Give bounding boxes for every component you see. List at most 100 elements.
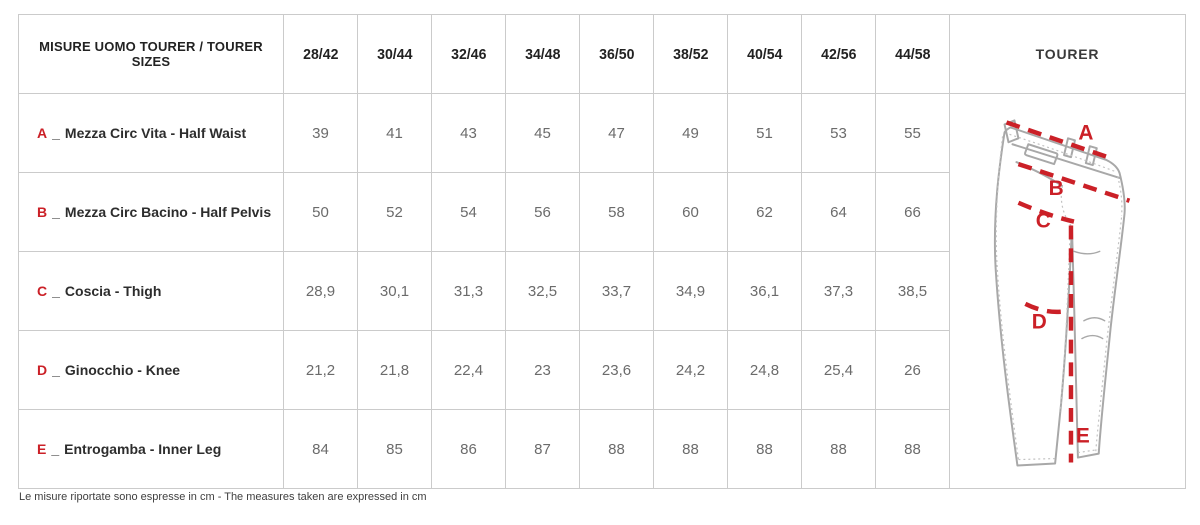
value-cell: 30,1	[358, 252, 432, 331]
size-column-header-42-56: 42/56	[802, 15, 876, 94]
value-cell: 51	[728, 94, 802, 173]
value-cell: 43	[432, 94, 506, 173]
tourer-panel-title: TOURER	[950, 15, 1186, 94]
marker-letter-a: A	[1078, 121, 1093, 144]
measure-name: Mezza Circ Vita - Half Waist	[64, 125, 247, 141]
value-cell: 60	[654, 173, 728, 252]
value-cell: 39	[284, 94, 358, 173]
value-cell: 21,2	[284, 331, 358, 410]
value-cell: 28,9	[284, 252, 358, 331]
value-cell: 86	[432, 410, 506, 489]
stitching-dotted	[995, 133, 1122, 461]
row-label-half-waist: A _ Mezza Circ Vita - Half Waist	[19, 94, 284, 173]
value-cell: 49	[654, 94, 728, 173]
value-cell: 37,3	[802, 252, 876, 331]
pants-illustration: A B C D E	[993, 119, 1130, 467]
size-column-header-34-48: 34/48	[506, 15, 580, 94]
label-separator: _	[52, 125, 60, 141]
value-cell: 88	[654, 410, 728, 489]
value-cell: 24,8	[728, 331, 802, 410]
value-cell: 25,4	[802, 331, 876, 410]
size-column-header-38-52: 38/52	[654, 15, 728, 94]
row-label-half-pelvis: B _ Mezza Circ Bacino - Half Pelvis	[19, 173, 284, 252]
measure-letter: A	[37, 125, 48, 141]
value-cell: 66	[876, 173, 950, 252]
row-label-inner-leg: E _ Entrogamba - Inner Leg	[19, 410, 284, 489]
value-cell: 38,5	[876, 252, 950, 331]
size-header-label: 30/44	[376, 45, 413, 63]
size-chart-table: MISURE UOMO TOURER / TOURER SIZES 28/42 …	[18, 14, 1186, 489]
size-column-header-30-44: 30/44	[358, 15, 432, 94]
measure-name: Ginocchio - Knee	[64, 362, 181, 378]
pants-outline	[993, 119, 1126, 467]
value-cell: 88	[728, 410, 802, 489]
marker-letter-b: B	[1048, 177, 1063, 200]
table-title: MISURE UOMO TOURER / TOURER SIZES	[19, 15, 284, 94]
value-cell: 41	[358, 94, 432, 173]
belt-loop	[1062, 137, 1076, 159]
size-column-header-40-54: 40/54	[728, 15, 802, 94]
value-cell: 64	[802, 173, 876, 252]
measures-footnote: Le misure riportate sono espresse in cm …	[19, 491, 427, 503]
value-cell: 24,2	[654, 331, 728, 410]
size-column-header-44-58: 44/58	[876, 15, 950, 94]
belt-loop	[1084, 145, 1098, 167]
label-separator: _	[52, 204, 60, 220]
knee-seam	[1080, 334, 1103, 340]
value-cell: 88	[802, 410, 876, 489]
knee-seam	[1082, 317, 1105, 322]
value-cell: 88	[580, 410, 654, 489]
value-cell: 85	[358, 410, 432, 489]
size-column-header-32-46: 32/46	[432, 15, 506, 94]
value-cell: 55	[876, 94, 950, 173]
value-cell: 26	[876, 331, 950, 410]
value-cell: 36,1	[728, 252, 802, 331]
value-cell: 54	[432, 173, 506, 252]
size-header-label: 32/46	[450, 45, 487, 63]
value-cell: 31,3	[432, 252, 506, 331]
measure-line-c	[1017, 200, 1074, 224]
marker-letter-c: C	[1035, 210, 1050, 233]
measure-letter: D	[37, 362, 48, 378]
size-header-label: 44/58	[894, 45, 931, 63]
crotch-seam	[1072, 250, 1100, 255]
label-separator: _	[52, 362, 60, 378]
value-cell: 88	[876, 410, 950, 489]
coin-pocket	[1023, 143, 1058, 166]
value-cell: 22,4	[432, 331, 506, 410]
size-header-label: 42/56	[820, 45, 857, 63]
measure-letter: B	[37, 204, 48, 220]
value-cell: 50	[284, 173, 358, 252]
value-cell: 52	[358, 173, 432, 252]
value-cell: 45	[506, 94, 580, 173]
row-label-knee: D _ Ginocchio - Knee	[19, 331, 284, 410]
measure-name: Coscia - Thigh	[64, 283, 162, 299]
value-cell: 23	[506, 331, 580, 410]
value-cell: 62	[728, 173, 802, 252]
size-column-header-28-42: 28/42	[284, 15, 358, 94]
size-column-header-36-50: 36/50	[580, 15, 654, 94]
label-separator: _	[52, 283, 60, 299]
marker-letter-e: E	[1075, 425, 1089, 448]
value-cell: 53	[802, 94, 876, 173]
size-header-label: 40/54	[746, 45, 783, 63]
measure-letter: E	[37, 441, 47, 457]
value-cell: 87	[506, 410, 580, 489]
value-cell: 56	[506, 173, 580, 252]
size-header-label: 38/52	[672, 45, 709, 63]
measure-letter: C	[37, 283, 48, 299]
value-cell: 47	[580, 94, 654, 173]
label-separator: _	[51, 441, 60, 457]
waistband-line	[1010, 143, 1121, 179]
size-header-label: 36/50	[598, 45, 635, 63]
pants-illustration-cell: A B C D E	[950, 94, 1186, 489]
value-cell: 58	[580, 173, 654, 252]
size-header-label: 28/42	[302, 45, 339, 63]
measure-line-d	[1023, 301, 1068, 315]
measure-line-a	[1005, 120, 1108, 160]
value-cell: 21,8	[358, 331, 432, 410]
size-header-label: 34/48	[524, 45, 561, 63]
marker-letter-d: D	[1031, 311, 1046, 334]
value-cell: 84	[284, 410, 358, 489]
